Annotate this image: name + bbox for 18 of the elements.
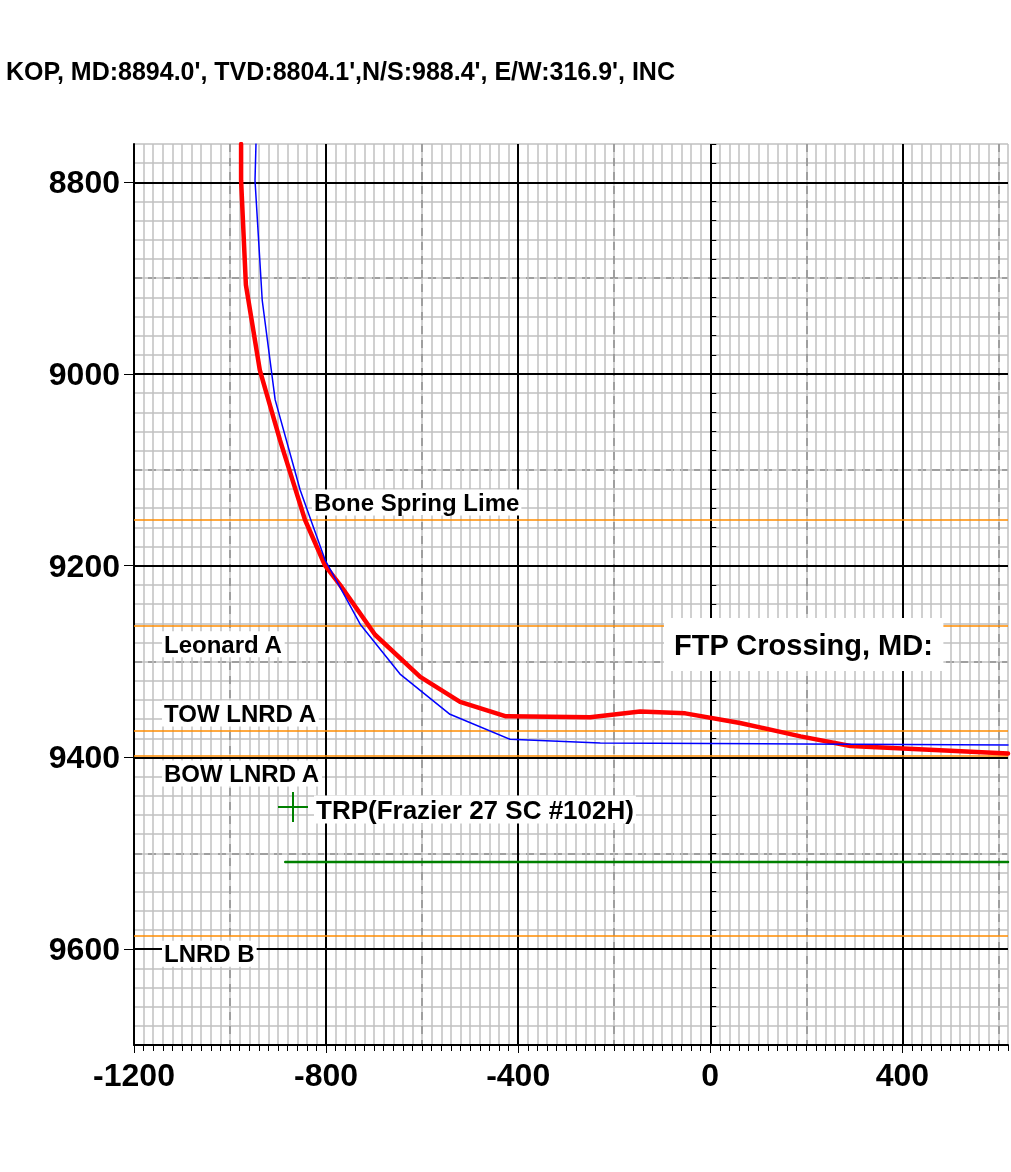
ref-line-label: TOW LNRD A bbox=[164, 699, 316, 727]
x-tick-label: -1200 bbox=[93, 1057, 175, 1093]
x-tick-label: -800 bbox=[294, 1057, 359, 1093]
y-tick-label: 9200 bbox=[48, 547, 120, 584]
x-tick-label: 400 bbox=[875, 1057, 930, 1093]
annotation: TRP(Frazier 27 SC #102H) bbox=[316, 794, 634, 825]
x-tick-label: -400 bbox=[486, 1057, 551, 1093]
y-tick-label: 9600 bbox=[48, 931, 120, 968]
y-tick-label: 8800 bbox=[48, 164, 120, 201]
ref-line-label: LNRD B bbox=[164, 940, 255, 968]
ref-line-label: Leonard A bbox=[164, 630, 282, 658]
ref-line-label: BOW LNRD A bbox=[164, 760, 320, 788]
x-tick-label: 0 bbox=[701, 1057, 720, 1093]
text: KOP, MD:8894.0', TVD:8804.1',N/S:988.4', E/W:316.9', INC bbox=[6, 56, 675, 85]
y-tick-label: 9400 bbox=[48, 739, 120, 776]
annotation: FTP Crossing, MD: bbox=[674, 628, 933, 661]
y-tick-label: 9000 bbox=[48, 356, 120, 393]
ref-line-label: Bone Spring Lime bbox=[314, 489, 520, 517]
